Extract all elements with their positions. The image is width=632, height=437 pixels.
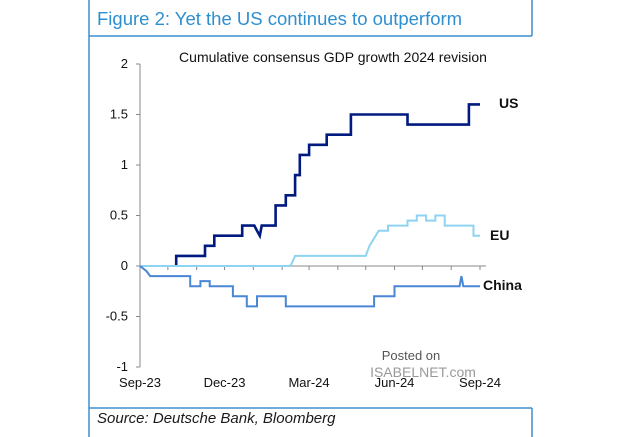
source-note: Source: Deutsche Bank, Bloomberg bbox=[97, 410, 336, 427]
y-tick-label: -0.5 bbox=[106, 309, 128, 324]
x-tick-label: Mar-24 bbox=[288, 375, 329, 390]
y-tick-label: -1 bbox=[116, 359, 128, 374]
y-tick-label: 2 bbox=[121, 56, 128, 71]
x-tick-label: Sep-24 bbox=[459, 375, 501, 390]
x-tick-label: Dec-23 bbox=[204, 375, 246, 390]
series-line-china bbox=[139, 265, 480, 308]
series-label-china: China bbox=[483, 277, 522, 293]
series-label-eu: EU bbox=[490, 227, 509, 243]
x-tick-label: Jun-24 bbox=[375, 375, 415, 390]
y-tick-label: 1.5 bbox=[110, 107, 128, 122]
y-tick-label: 0.5 bbox=[110, 208, 128, 223]
watermark: Posted on ISABELNET.com bbox=[370, 348, 476, 380]
series-labels: US EU China bbox=[483, 95, 522, 293]
y-tick-label: 0 bbox=[121, 258, 128, 273]
series-line-us bbox=[174, 103, 480, 266]
y-tick-label: 1 bbox=[121, 157, 128, 172]
figure-title: Figure 2: Yet the US continues to outper… bbox=[97, 8, 463, 29]
series-line-eu bbox=[140, 214, 480, 267]
series-label-us: US bbox=[499, 95, 518, 111]
watermark-posted-on: Posted on bbox=[382, 348, 441, 363]
series-lines bbox=[139, 103, 480, 308]
chart-title: Cumulative consensus GDP growth 2024 rev… bbox=[179, 49, 487, 65]
x-tick-label: Sep-23 bbox=[119, 375, 161, 390]
watermark-site: ISABELNET.com bbox=[370, 364, 476, 380]
